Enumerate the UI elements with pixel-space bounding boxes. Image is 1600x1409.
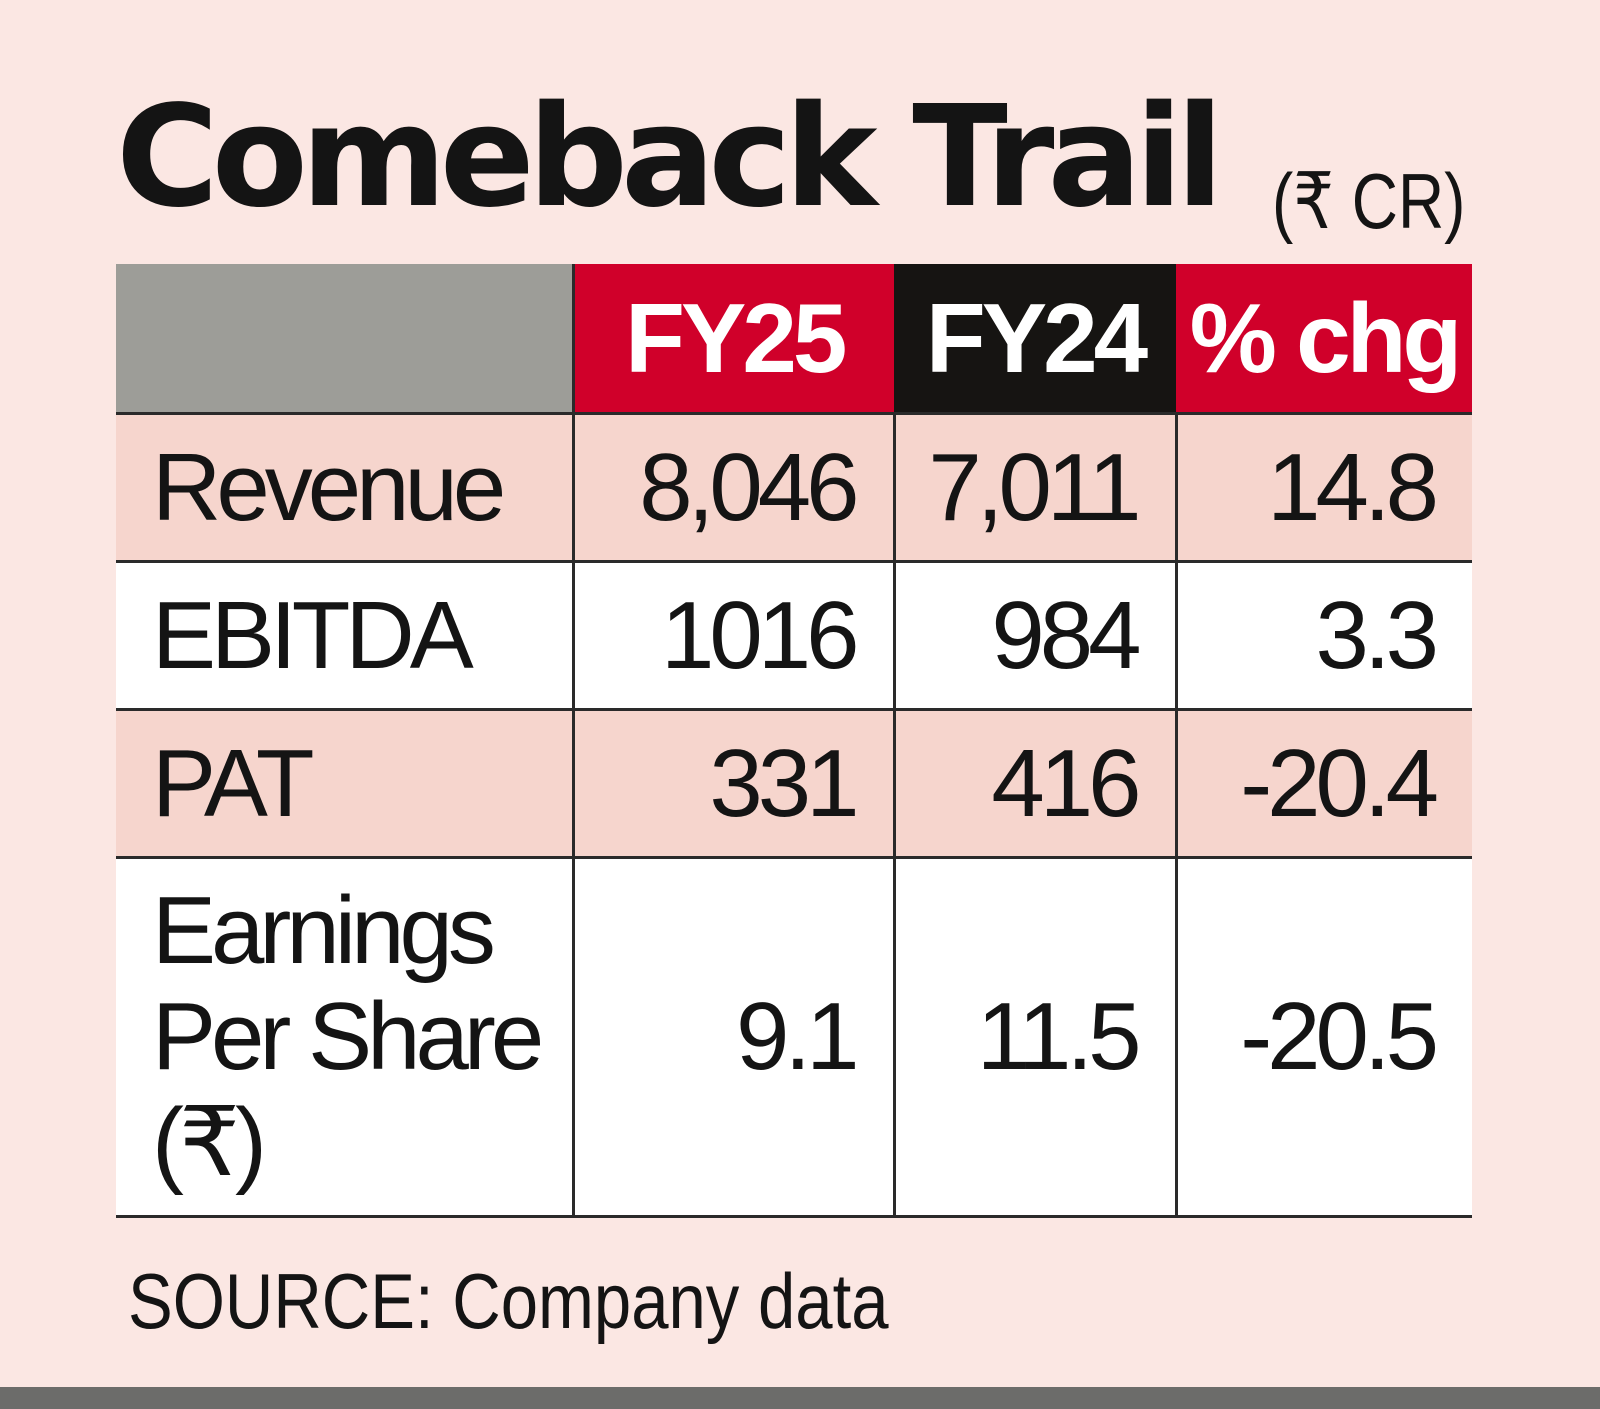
unit-label: (₹ CR) — [1272, 157, 1466, 245]
table-row-revenue: Revenue 8,046 7,011 14.8 — [116, 413, 1472, 563]
header-row: FY25 FY24 % chg — [116, 264, 1472, 415]
header-fy25: FY25 — [573, 264, 894, 415]
cell-fy24: 7,011 — [894, 413, 1178, 563]
cell-fy25: 8,046 — [573, 413, 896, 563]
data-table: FY25 FY24 % chg Revenue 8,046 7,011 14.8… — [116, 264, 1472, 1218]
header-corner-cell — [116, 264, 575, 415]
cell-fy24: 11.5 — [894, 857, 1178, 1218]
row-label: Earnings Per Share (₹) — [116, 857, 575, 1218]
cell-fy25: 331 — [573, 709, 896, 859]
cell-fy25: 1016 — [573, 561, 896, 711]
header-fy24: FY24 — [894, 264, 1176, 415]
cell-pct-chg: -20.4 — [1176, 709, 1472, 859]
row-label: EBITDA — [116, 561, 575, 711]
table-row-ebitda: EBITDA 1016 984 3.3 — [116, 561, 1472, 711]
cell-pct-chg: 3.3 — [1176, 561, 1472, 711]
cell-fy24: 416 — [894, 709, 1178, 859]
cell-pct-chg: -20.5 — [1176, 857, 1472, 1218]
bottom-divider-bar — [0, 1387, 1600, 1409]
table-row-pat: PAT 331 416 -20.4 — [116, 709, 1472, 859]
chart-title: Comeback Trail — [116, 76, 1224, 239]
table-row-eps: Earnings Per Share (₹) 9.1 11.5 -20.5 — [116, 857, 1472, 1218]
cell-fy24: 984 — [894, 561, 1178, 711]
cell-pct-chg: 14.8 — [1176, 413, 1472, 563]
cell-fy25: 9.1 — [573, 857, 896, 1218]
row-label: Revenue — [116, 413, 575, 563]
row-label: PAT — [116, 709, 575, 859]
source-note: SOURCE: Company data — [128, 1257, 889, 1345]
header-pct-chg: % chg — [1176, 264, 1472, 415]
